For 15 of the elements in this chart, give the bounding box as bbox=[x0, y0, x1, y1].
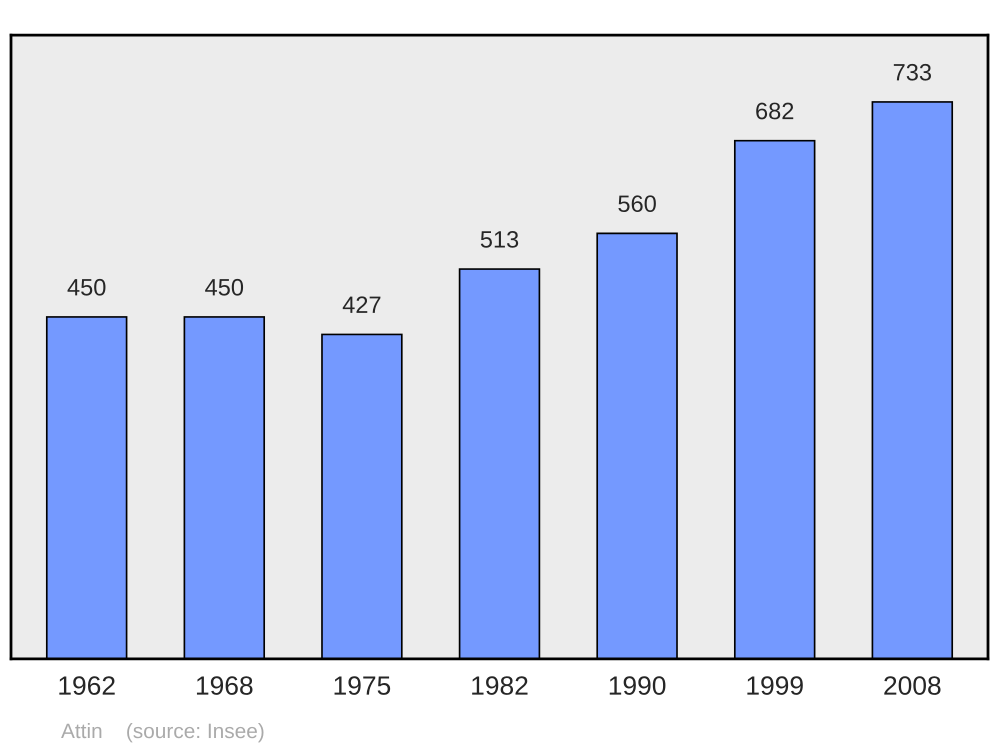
data-label: 560 bbox=[618, 195, 656, 212]
data-label: 733 bbox=[894, 64, 931, 81]
data-label: 427 bbox=[342, 296, 380, 313]
data-label: 450 bbox=[68, 278, 106, 296]
x-tick-label: 1990 bbox=[610, 676, 666, 695]
data-label: 513 bbox=[480, 231, 518, 248]
x-tick-label: 1999 bbox=[747, 676, 803, 695]
data-label: 450 bbox=[205, 278, 244, 296]
x-tick-label: 1962 bbox=[59, 676, 115, 695]
text: Attin (source: Insee) bbox=[61, 722, 264, 742]
data-label: 682 bbox=[756, 102, 794, 120]
x-tick-label: 1975 bbox=[334, 676, 390, 695]
x-tick-label: 1982 bbox=[472, 676, 528, 695]
x-tick-label: 1968 bbox=[196, 676, 252, 695]
x-tick-label: 2008 bbox=[884, 676, 941, 695]
